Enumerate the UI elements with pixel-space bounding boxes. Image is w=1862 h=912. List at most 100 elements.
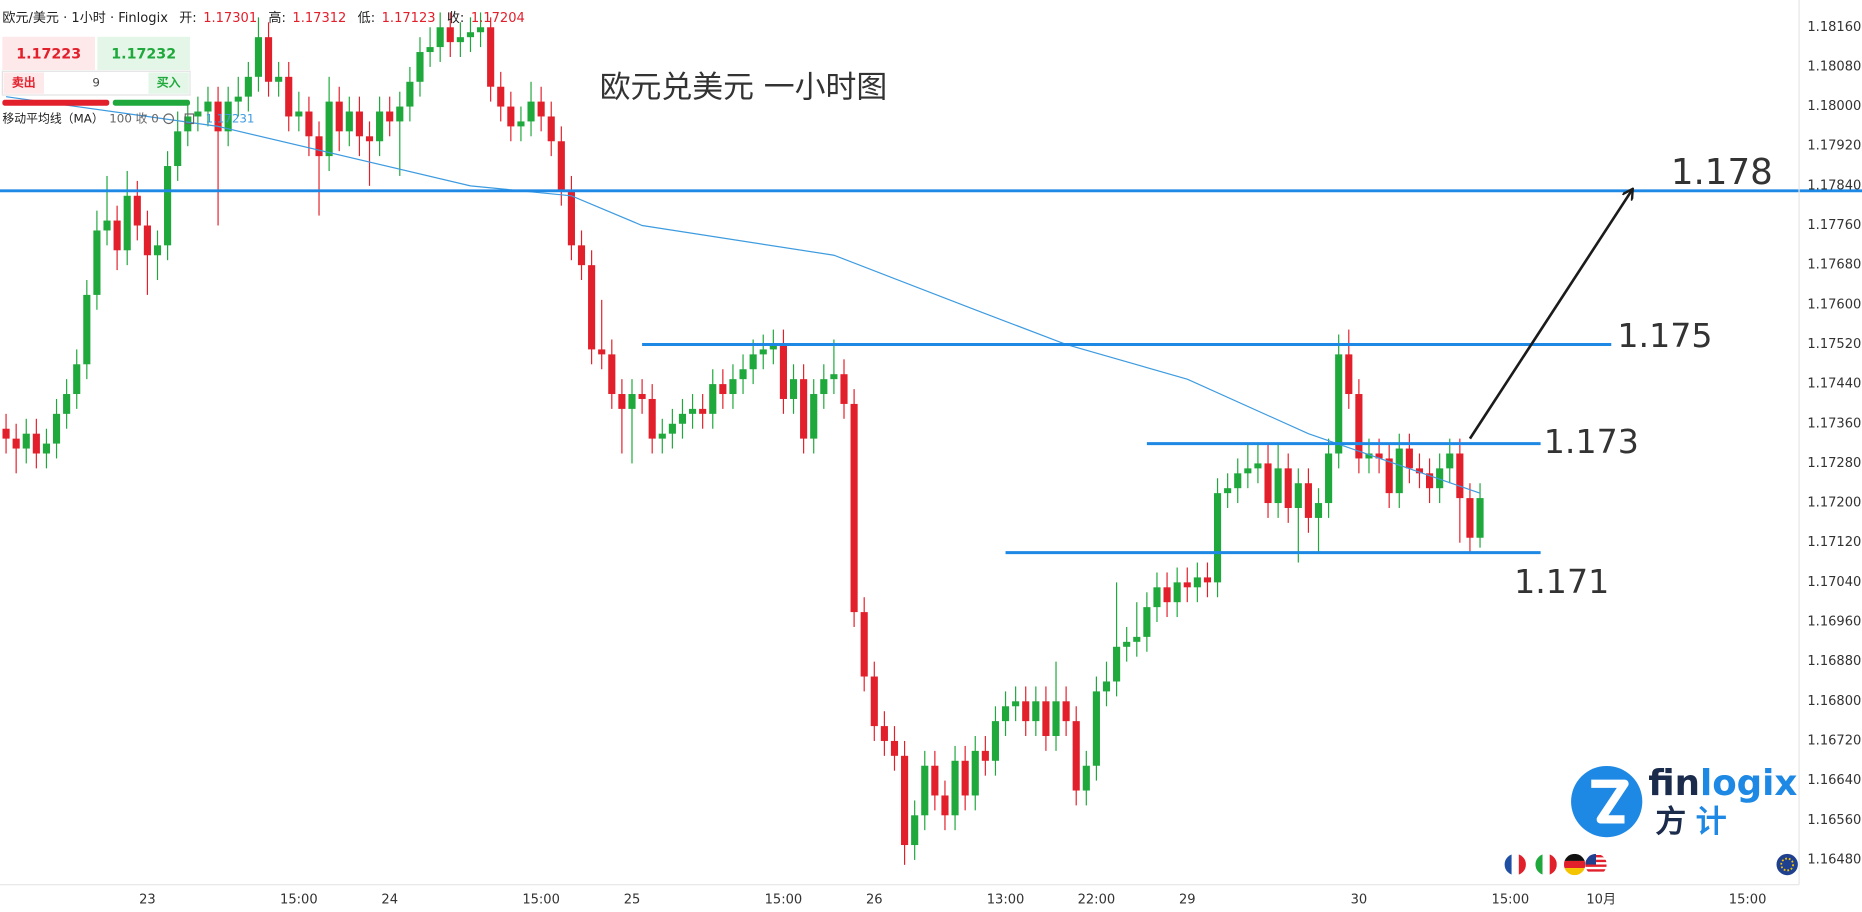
x-tick-label: 30 (1351, 893, 1368, 908)
chart-title: 欧元兑美元 一小时图 (600, 70, 888, 106)
candle-body (446, 27, 454, 43)
close-value: 1.17204 (471, 10, 525, 25)
candle-body (275, 76, 283, 82)
delete-icon[interactable] (184, 113, 195, 125)
candle-body (133, 195, 141, 226)
y-tick-label: 1.16960 (1807, 615, 1861, 630)
candle-body (1173, 582, 1181, 603)
candle-body (779, 344, 787, 399)
candle-body (507, 106, 515, 127)
candle-body (113, 220, 121, 251)
indicator-legend: 移动平均线（MA） 100 收 0 1.17231 (2, 111, 254, 125)
y-tick-label: 1.16640 (1807, 773, 1861, 788)
plot-area: 1.178 1.175 1.173 1.171 (0, 12, 1862, 865)
y-tick-label: 1.16560 (1807, 813, 1861, 828)
buy-price: 1.17232 (111, 47, 176, 63)
candle-body (1425, 473, 1434, 489)
candle-body (63, 394, 71, 414)
candle-body (931, 765, 939, 796)
buy-box[interactable] (97, 36, 190, 71)
y-tick-label: 1.16800 (1807, 694, 1861, 709)
candle-body (345, 111, 353, 132)
candle-body (73, 364, 81, 395)
candle-body (52, 413, 61, 444)
sell-button[interactable]: 卖出 (12, 76, 36, 90)
level-label: 1.173 (1544, 422, 1639, 461)
y-tick-label: 1.18000 (1807, 99, 1861, 114)
candle-body (1042, 701, 1050, 737)
candle-body (1476, 498, 1484, 538)
candle-body (164, 166, 172, 246)
y-tick-label: 1.17440 (1807, 377, 1861, 392)
candle-body (547, 116, 555, 142)
candle-body (588, 265, 596, 350)
candle-body (93, 230, 101, 295)
logo: finlogix 方计 (1571, 763, 1797, 839)
candle-body (143, 225, 151, 256)
high-label: 高: (268, 9, 285, 25)
candle-body (678, 413, 687, 424)
candle-body (396, 106, 404, 122)
candle-body (1375, 453, 1383, 459)
candle-body (1325, 453, 1333, 504)
candle-body (1032, 701, 1040, 722)
candle-body (1405, 448, 1413, 469)
candle-body (1284, 468, 1292, 509)
candle-body (1355, 394, 1363, 459)
candle-body (32, 433, 40, 454)
candle-body (295, 111, 303, 117)
y-tick-label: 1.17040 (1807, 575, 1861, 590)
candle-body (1001, 706, 1010, 722)
sell-box[interactable] (2, 36, 95, 71)
candle-body (1163, 587, 1171, 603)
candle-body (699, 408, 707, 414)
candle-body (830, 374, 838, 380)
candle-body (365, 136, 374, 142)
candle-body (638, 394, 646, 399)
candle-body (1012, 701, 1020, 707)
x-tick-label: 25 (624, 893, 641, 908)
buy-button[interactable]: 买入 (157, 76, 181, 90)
candle-body (1133, 636, 1141, 642)
candle-body (466, 32, 475, 38)
candle-body (1062, 701, 1070, 722)
logo-cn: 方计 (1655, 803, 1726, 839)
candle-body (305, 111, 313, 137)
low-value: 1.17123 (382, 10, 436, 25)
candle-body (880, 726, 888, 741)
flag-fr (1504, 853, 1526, 876)
candle-body (911, 815, 919, 846)
candle-body (810, 394, 818, 439)
candle-body (456, 37, 464, 43)
candle-body (83, 294, 91, 365)
candle-body (254, 37, 263, 77)
x-tick-label: 15:00 (280, 893, 318, 908)
candle-body (1022, 701, 1030, 722)
x-tick-label: 15:00 (1729, 893, 1767, 908)
buy-tag[interactable] (148, 72, 189, 94)
x-tick-label: 22:00 (1078, 893, 1116, 908)
sell-tag[interactable] (3, 72, 44, 94)
candle-body (335, 101, 343, 132)
candle-body (12, 438, 20, 449)
candle-body (194, 111, 202, 117)
x-tick-label: 26 (866, 893, 883, 908)
candle-body (840, 374, 848, 404)
y-tick-label: 1.18160 (1807, 20, 1861, 35)
candle-body (1244, 468, 1252, 474)
candle-body (618, 394, 626, 409)
x-tick-label: 15:00 (522, 893, 560, 908)
candle-body (355, 111, 363, 137)
settings-icon[interactable] (163, 113, 174, 125)
sell-price: 1.17223 (16, 47, 81, 63)
y-tick-label: 1.17680 (1807, 258, 1861, 273)
x-tick-label: 23 (139, 893, 156, 908)
logo-word-a: fin (1648, 763, 1700, 804)
candle-body (991, 721, 1000, 761)
level-label: 1.175 (1617, 316, 1712, 355)
size-value[interactable]: 9 (92, 76, 100, 90)
candle-body (224, 101, 232, 132)
candle-body (244, 76, 252, 97)
low-label: 低: (358, 10, 375, 25)
candle-body (729, 379, 737, 395)
